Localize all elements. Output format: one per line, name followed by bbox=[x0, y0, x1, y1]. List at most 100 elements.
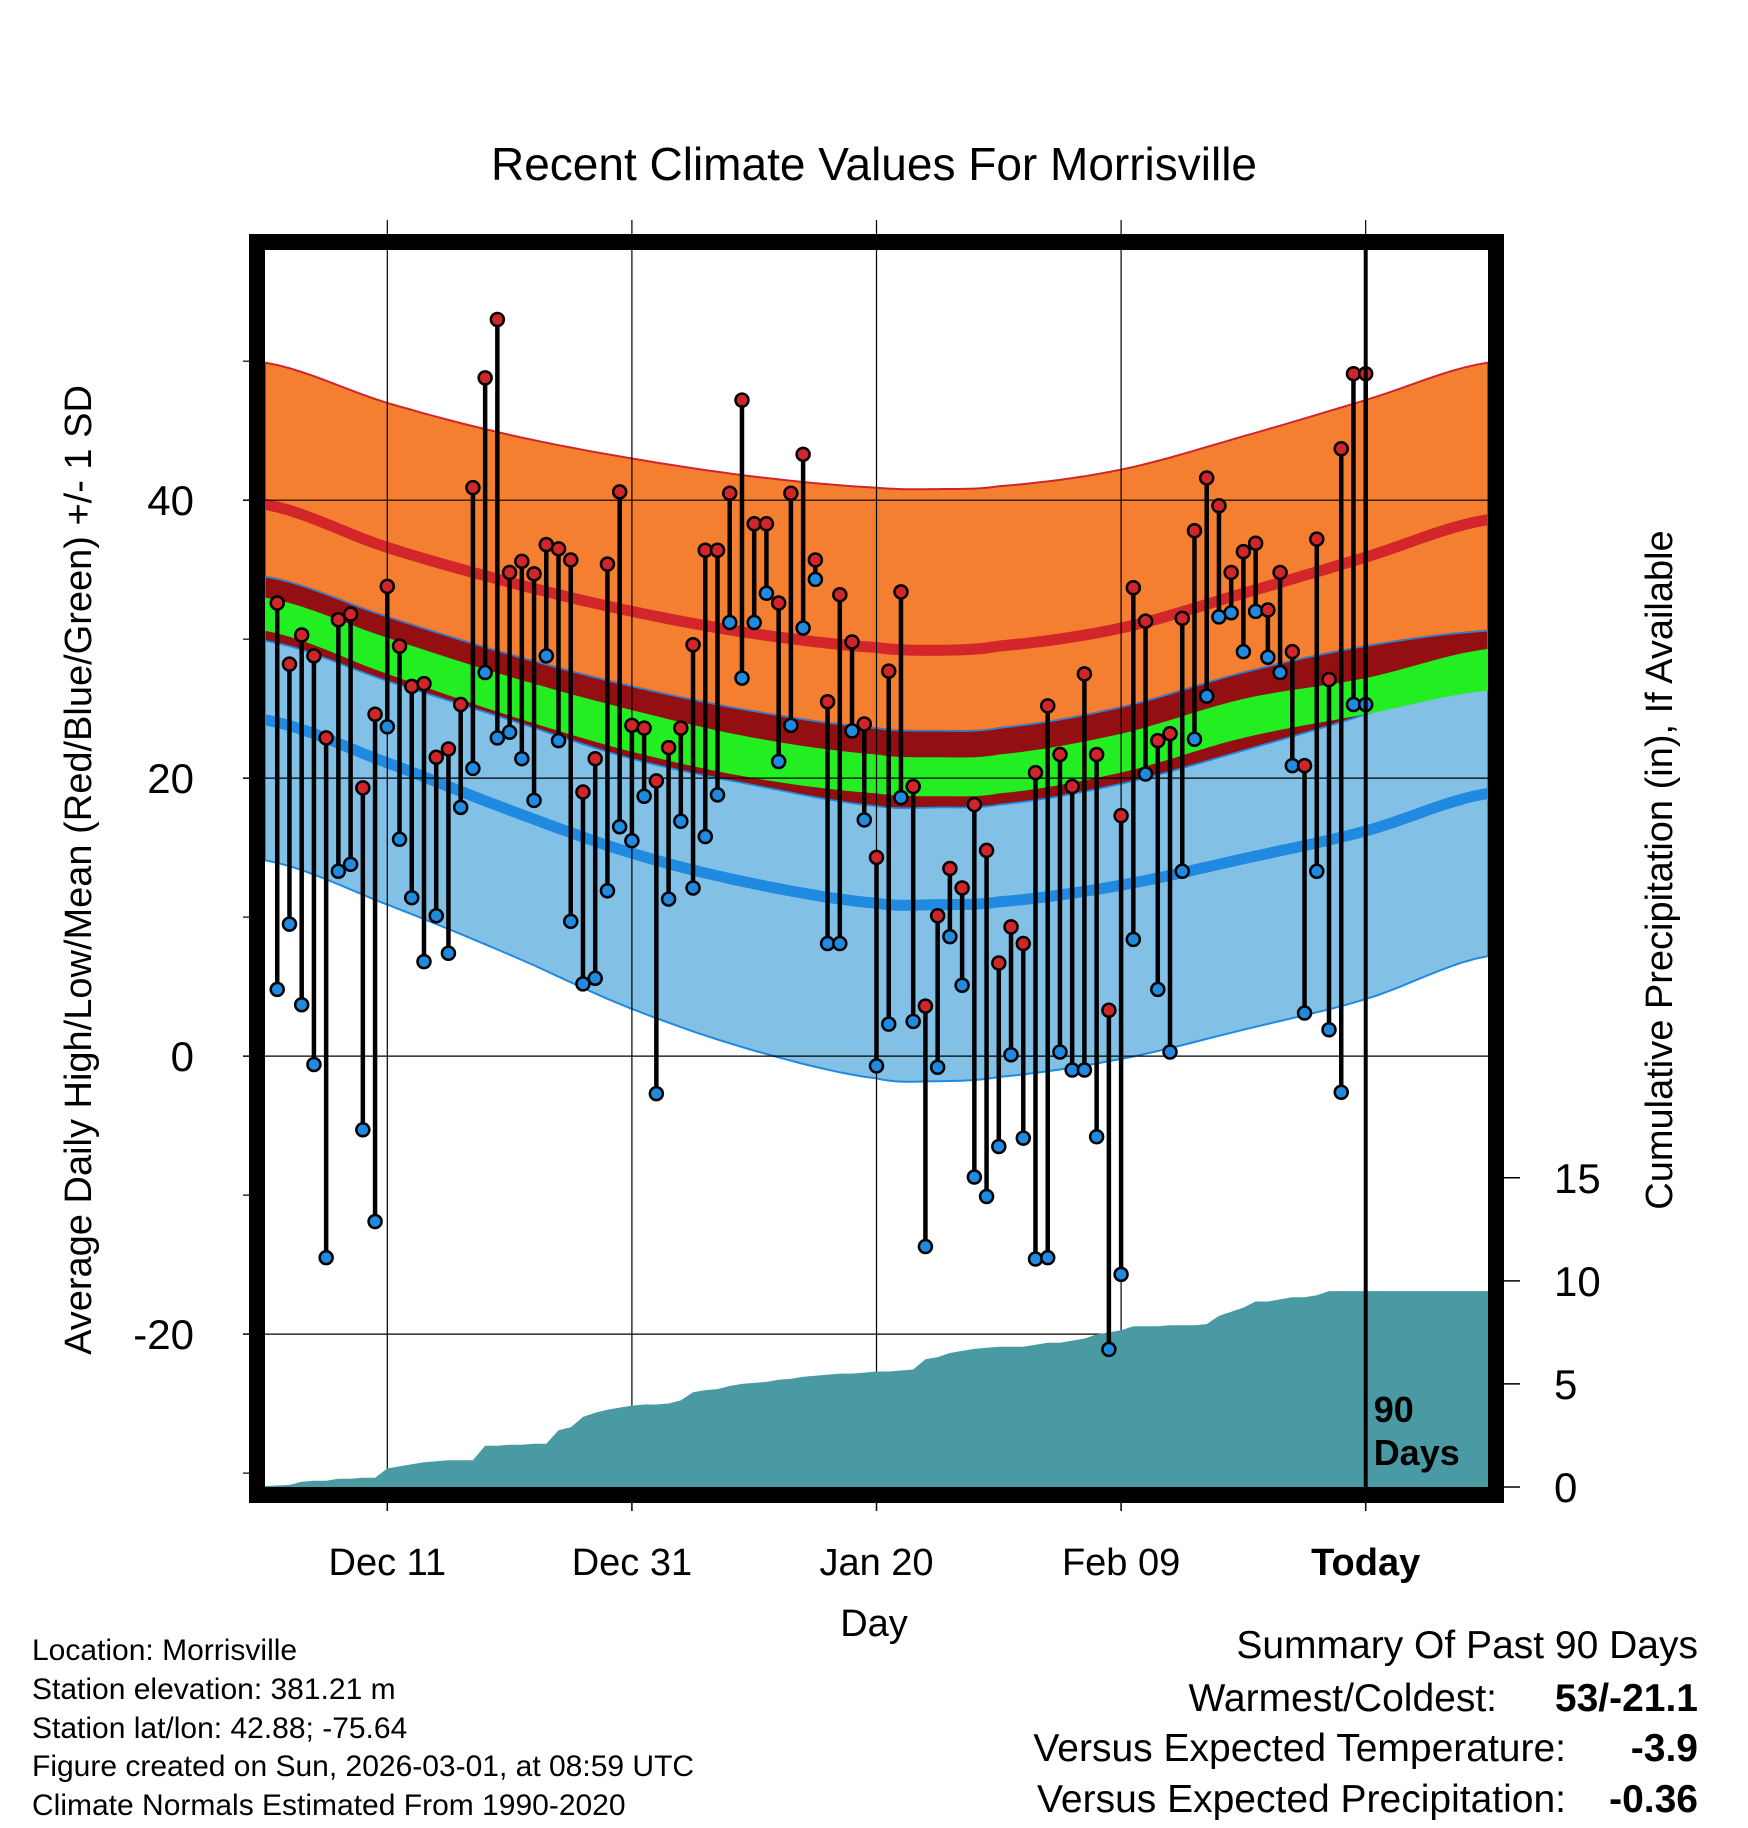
x-tick-label: Today bbox=[1311, 1542, 1420, 1584]
daily-high-point bbox=[342, 606, 359, 622]
daily-low-point bbox=[416, 953, 432, 970]
daily-low-point bbox=[966, 1169, 983, 1185]
daily-low-point bbox=[1186, 731, 1203, 747]
precipitation-departure-value: -0.36 bbox=[1609, 1778, 1698, 1821]
daily-low-point bbox=[905, 1013, 921, 1030]
daily-high-point bbox=[905, 778, 921, 795]
daily-low-point bbox=[1137, 766, 1154, 782]
daily-low-point bbox=[1015, 1130, 1032, 1146]
daily-low-point bbox=[330, 863, 347, 880]
daily-low-point bbox=[832, 935, 848, 952]
daily-high-point bbox=[1309, 531, 1325, 547]
y2-tick-label: 5 bbox=[1554, 1361, 1577, 1408]
daily-low-point bbox=[1052, 1044, 1068, 1060]
daily-high-point bbox=[844, 634, 860, 650]
warmest-coldest-label: Warmest/Coldest: bbox=[1189, 1677, 1497, 1720]
daily-high-point bbox=[770, 595, 787, 611]
daily-high-point bbox=[367, 706, 383, 722]
daily-high-point bbox=[1113, 807, 1129, 824]
daily-low-point bbox=[355, 1122, 371, 1138]
daily-low-point bbox=[1321, 1021, 1337, 1038]
daily-low-point bbox=[636, 788, 652, 804]
daily-high-point bbox=[1015, 935, 1032, 952]
daily-low-point bbox=[1247, 603, 1264, 620]
daily-high-point bbox=[1321, 671, 1337, 688]
daily-low-point bbox=[783, 717, 799, 734]
normal-low-line bbox=[265, 714, 1488, 911]
daily-high-point bbox=[1052, 746, 1068, 763]
daily-low-point bbox=[673, 813, 689, 829]
daily-low-point bbox=[611, 819, 628, 835]
axes: 40 20 0 -20 0 5 10 15 Dec 11 Dec 31 Jan 20 Feb 09 To… bbox=[133, 360, 1601, 1584]
daily-low-point bbox=[342, 856, 359, 873]
daily-low-point bbox=[978, 1188, 995, 1205]
y-axis-label: Average Daily High/Low/Mean (Red/Blue/Gr… bbox=[58, 385, 100, 1355]
daily-high-point bbox=[550, 541, 567, 557]
daily-high-point bbox=[978, 842, 995, 859]
daily-high-point bbox=[991, 955, 1007, 971]
daily-high-point bbox=[1186, 523, 1203, 539]
warmest-coldest-value: 53/-21.1 bbox=[1555, 1677, 1698, 1720]
daily-low-point bbox=[1125, 931, 1142, 948]
y2-tick-label: 10 bbox=[1554, 1258, 1601, 1305]
daily-low-point bbox=[1150, 981, 1166, 998]
y-tick-label: 40 bbox=[147, 477, 194, 524]
daily-high-point bbox=[795, 446, 811, 463]
daily-high-point bbox=[587, 750, 603, 767]
chart-title: Recent Climate Values For Morrisville bbox=[491, 138, 1257, 190]
daily-low-point bbox=[1309, 863, 1325, 880]
normal-high-line bbox=[265, 498, 1488, 656]
daily-low-point bbox=[563, 913, 579, 930]
y2-tick-label: 15 bbox=[1554, 1155, 1601, 1202]
today-days-number: 90 bbox=[1374, 1389, 1414, 1430]
daily-high-point bbox=[1064, 778, 1080, 795]
daily-low-point bbox=[1101, 1341, 1117, 1358]
daily-high-point bbox=[1211, 497, 1227, 514]
daily-high-point bbox=[269, 595, 285, 611]
daily-low-point bbox=[1174, 863, 1190, 880]
daily-high-point bbox=[1174, 610, 1190, 627]
daily-high-point bbox=[1223, 564, 1239, 581]
daily-low-point bbox=[1223, 605, 1239, 621]
daily-high-point bbox=[660, 739, 677, 756]
daily-low-point bbox=[844, 723, 860, 739]
daily-low-point bbox=[868, 1058, 885, 1074]
daily-low-point bbox=[501, 724, 518, 741]
precipitation-fill bbox=[265, 1291, 1488, 1487]
temperature-departure-label: Versus Expected Temperature: bbox=[1033, 1727, 1566, 1770]
daily-high-point bbox=[929, 908, 946, 924]
daily-high-point bbox=[1088, 746, 1105, 763]
daily-low-point bbox=[452, 799, 469, 816]
daily-high-point bbox=[1150, 732, 1166, 749]
daily-high-point bbox=[330, 611, 347, 628]
daily-low-point bbox=[391, 831, 408, 848]
daily-low-point bbox=[1333, 1084, 1349, 1101]
daily-low-point bbox=[1088, 1128, 1105, 1145]
daily-low-point bbox=[514, 750, 530, 767]
y-tick-label: 20 bbox=[147, 755, 194, 802]
temperature-departure-value: -3.9 bbox=[1631, 1727, 1698, 1770]
daily-observations bbox=[269, 311, 1374, 1358]
daily-high-point bbox=[1039, 698, 1056, 714]
daily-high-point bbox=[721, 485, 738, 501]
daily-low-point bbox=[709, 787, 726, 803]
x-tick-label: Dec 31 bbox=[572, 1542, 692, 1584]
created-text: Figure created on Sun, 2026-03-01, at 08… bbox=[32, 1750, 694, 1783]
daily-high-point bbox=[624, 717, 640, 734]
daily-high-point bbox=[501, 564, 518, 581]
y2-tick-label: 0 bbox=[1554, 1464, 1577, 1511]
daily-high-point bbox=[526, 566, 542, 582]
daily-low-point bbox=[306, 1056, 322, 1073]
daily-low-point bbox=[1027, 1251, 1044, 1267]
daily-low-point bbox=[1113, 1266, 1129, 1283]
daily-high-point bbox=[318, 730, 334, 746]
summary-heading: Summary Of Past 90 Days bbox=[1236, 1624, 1698, 1667]
daily-high-point bbox=[1272, 564, 1288, 581]
daily-high-point bbox=[880, 663, 897, 679]
daily-high-point bbox=[807, 552, 824, 568]
normals-note-text: Climate Normals Estimated From 1990-2020 bbox=[32, 1789, 626, 1822]
daily-high-point bbox=[856, 716, 873, 732]
daily-low-point bbox=[428, 908, 444, 924]
